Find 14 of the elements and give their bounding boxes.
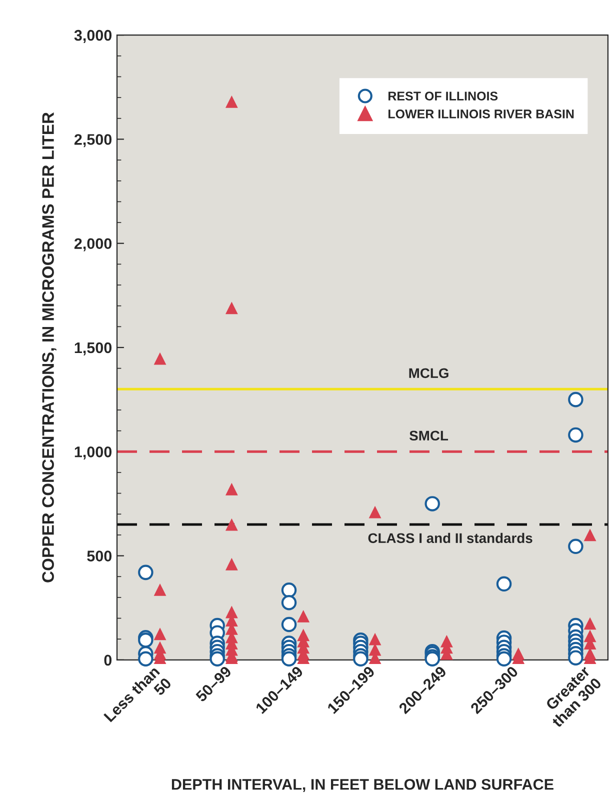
- y-tick-label: 500: [87, 550, 112, 562]
- ref-line-label: SMCL: [409, 430, 448, 441]
- x-axis-title: DEPTH INTERVAL, IN FEET BELOW LAND SURFACE: [172, 778, 554, 792]
- y-tick-label: 2,500: [74, 134, 112, 148]
- legend-label: REST OF ILLINOIS: [388, 92, 498, 100]
- ref-line-label: MCLG: [409, 368, 448, 378]
- legend-label: LOWER ILLINOIS RIVER BASIN: [388, 110, 574, 118]
- y-tick-label: 1,000: [74, 446, 112, 460]
- ref-line-label: CLASS I and II standards: [368, 532, 532, 544]
- y-axis-title: COPPER CONCENTRATIONS, IN MICROGRAMS PER LITER: [42, 112, 56, 582]
- y-tick-label: 1,500: [74, 342, 112, 356]
- y-tick-label: 3,000: [74, 30, 112, 43]
- y-tick-label: 2,000: [74, 238, 112, 252]
- y-tick-label: 0: [104, 654, 112, 666]
